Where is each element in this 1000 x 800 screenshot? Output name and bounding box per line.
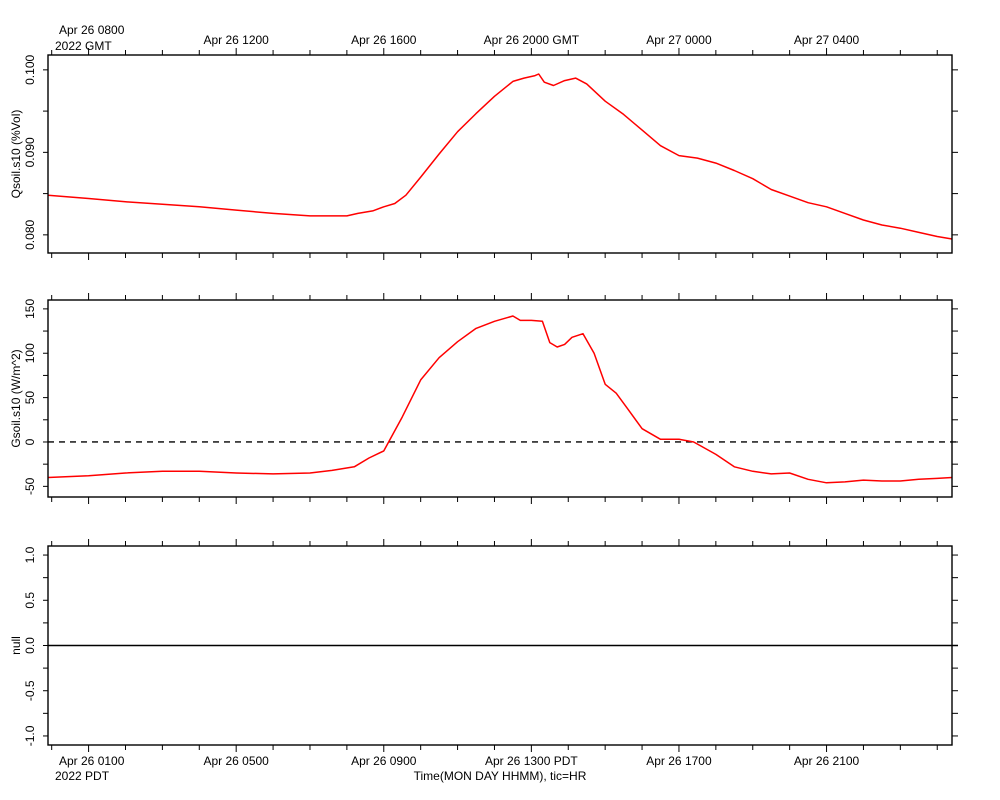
y-tick-label: 100	[23, 343, 37, 363]
top-tick-label: Apr 27 0400	[794, 33, 860, 47]
gsoil-panel: -50 0 50 100 150 Gsoil.s10 (W/m^2)	[9, 293, 958, 504]
panel-frame	[47, 299, 953, 498]
y-tick-label: 0	[23, 438, 37, 445]
top-tick-label: Apr 26 2000 GMT	[484, 33, 580, 47]
bottom-tick-label: Apr 26 0500	[203, 754, 269, 768]
y-tick-label: 0.080	[23, 220, 37, 250]
top-tick-label: Apr 27 0000	[646, 33, 712, 47]
x-axis-label: Time(MON DAY HHMM), tic=HR	[414, 769, 587, 783]
series-line-0	[47, 315, 953, 484]
bottom-axis-tick-labels: Apr 26 0500 Apr 26 0900 Apr 26 1300 PDT Apr…	[203, 754, 859, 768]
y-axis-label: null	[9, 636, 23, 655]
top-corner-label-line1: Apr 26 0800	[59, 23, 125, 37]
bottom-tick-label: Apr 26 1300 PDT	[485, 754, 578, 768]
series-line-0	[47, 73, 953, 240]
qsoil-panel: 0.080 0.090 0.100 Qsoil.s10 (%Vol)	[9, 48, 958, 260]
bottom-corner-label-line2: 2022 PDT	[55, 769, 110, 783]
top-axis-tick-labels: Apr 26 1200 Apr 26 1600 Apr 26 2000 GMT Apr…	[203, 33, 859, 47]
bottom-tick-label: Apr 26 2100	[794, 754, 860, 768]
bottom-tick-label: Apr 26 1700	[646, 754, 712, 768]
y-axis-label: Qsoil.s10 (%Vol)	[9, 110, 23, 199]
top-corner-label-line2: 2022 GMT	[55, 39, 112, 53]
panel-frame	[47, 54, 953, 254]
y-tick-label: 150	[23, 299, 37, 319]
bottom-corner-label-line1: Apr 26 0100	[59, 754, 125, 768]
top-tick-label: Apr 26 1600	[351, 33, 417, 47]
y-tick-label: 0.5	[23, 592, 37, 609]
y-tick-label: 0.0	[23, 637, 37, 654]
y-tick-label: -50	[23, 477, 37, 495]
y-tick-label: -1.0	[23, 725, 37, 746]
y-tick-label: -0.5	[23, 680, 37, 701]
bottom-tick-label: Apr 26 0900	[351, 754, 417, 768]
y-tick-label: 1.0	[23, 546, 37, 563]
y-tick-label: 50	[23, 391, 37, 405]
y-tick-label: 0.100	[23, 55, 37, 85]
y-tick-label: 0.090	[23, 137, 37, 167]
y-axis-label: Gsoil.s10 (W/m^2)	[9, 349, 23, 447]
null-panel: -1.0 -0.5 0.0 0.5 1.0 null	[9, 539, 958, 752]
top-tick-label: Apr 26 1200	[203, 33, 269, 47]
